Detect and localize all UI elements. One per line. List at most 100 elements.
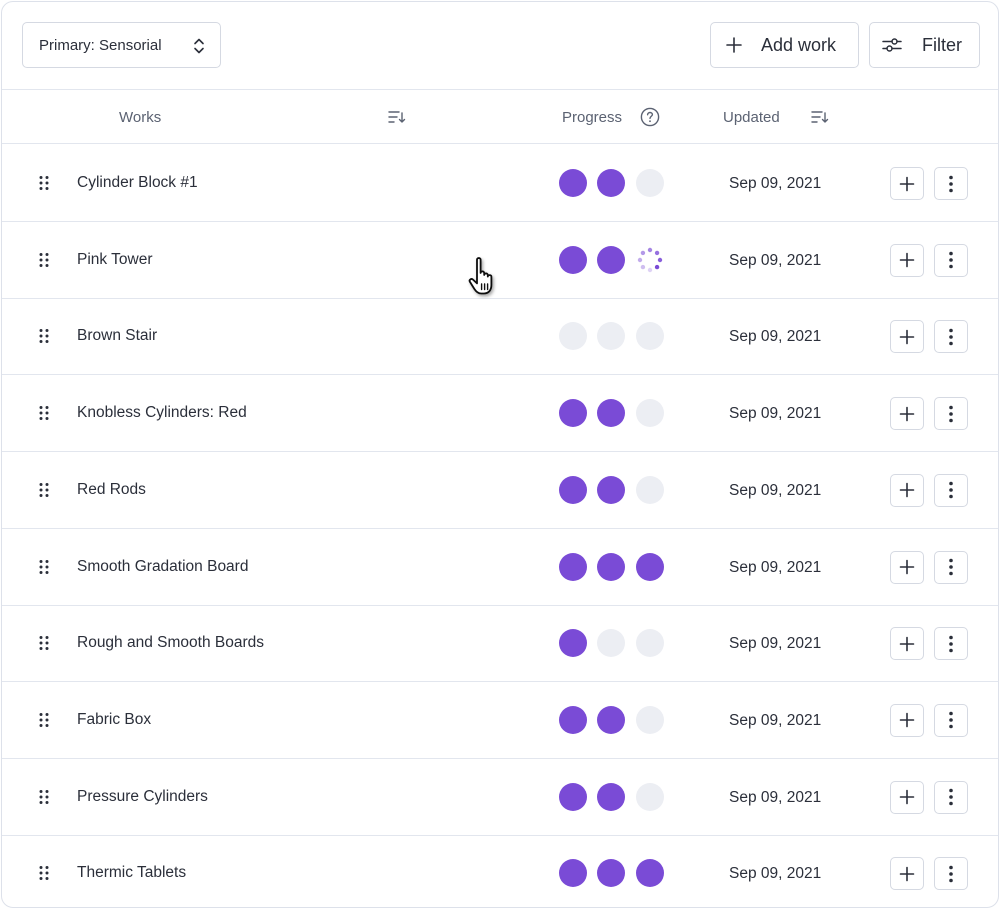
progress-step-complete[interactable] [597, 782, 625, 811]
work-name[interactable]: Rough and Smooth Boards [77, 634, 264, 652]
progress-step-complete[interactable] [559, 475, 587, 504]
plus-icon [899, 636, 915, 651]
work-name[interactable]: Red Rods [77, 480, 146, 498]
add-entry-button[interactable] [890, 550, 924, 584]
drag-handle-icon[interactable] [38, 559, 50, 575]
drag-handle-icon[interactable] [38, 789, 50, 805]
more-options-button[interactable] [934, 627, 968, 661]
add-entry-button[interactable] [890, 473, 924, 507]
table-row[interactable]: Rough and Smooth Boards Sep 09, 2021 [2, 605, 998, 683]
progress-step-empty[interactable] [636, 399, 664, 428]
progress-step-complete[interactable] [559, 552, 587, 581]
add-entry-button[interactable] [890, 857, 924, 891]
work-name[interactable]: Cylinder Block #1 [77, 174, 198, 191]
question-circle-icon[interactable] [640, 107, 660, 127]
more-options-button[interactable] [934, 243, 968, 277]
table-row[interactable]: Thermic Tablets Sep 09, 2021 [2, 835, 998, 907]
progress-step-empty[interactable] [597, 322, 625, 351]
drag-handle-icon[interactable] [38, 865, 50, 881]
drag-handle-icon[interactable] [38, 405, 50, 421]
add-entry-button[interactable] [890, 780, 924, 814]
drag-handle-icon[interactable] [38, 328, 50, 344]
sort-descending-icon[interactable] [811, 109, 829, 125]
work-name[interactable]: Thermic Tablets [77, 864, 187, 882]
table-row[interactable]: Pressure Cylinders Sep 09, 2021 [2, 759, 998, 836]
add-entry-button[interactable] [890, 627, 924, 661]
column-header-works[interactable]: Works [119, 109, 162, 126]
filter-button[interactable]: Filter [869, 22, 980, 68]
add-work-button[interactable]: Add work [710, 22, 859, 68]
more-vertical-icon [949, 328, 953, 346]
drag-handle-icon[interactable] [38, 252, 50, 268]
work-name[interactable]: Brown Stair [77, 327, 158, 345]
level-select[interactable]: Primary: Sensorial [22, 22, 221, 68]
progress-step-complete[interactable] [597, 475, 625, 504]
add-entry-button[interactable] [890, 167, 924, 200]
progress-step-empty[interactable] [636, 169, 664, 197]
table-row[interactable]: Knobless Cylinders: Red Sep 09, 2021 [2, 375, 998, 453]
progress-step-complete[interactable] [559, 705, 587, 734]
drag-handle-icon[interactable] [38, 175, 50, 191]
work-name[interactable]: Fabric Box [77, 710, 152, 728]
more-options-button[interactable] [934, 320, 968, 354]
more-options-button[interactable] [934, 703, 968, 737]
progress-step-complete[interactable] [559, 782, 587, 811]
table-row[interactable]: Smooth Gradation Board Sep 09, 2021 [2, 529, 998, 606]
table-row[interactable]: Brown Stair Sep 09, 2021 [2, 298, 998, 376]
plus-icon [899, 252, 915, 268]
table-row[interactable]: Cylinder Block #1 Sep 09, 2021 [2, 145, 998, 222]
more-options-button[interactable] [934, 780, 968, 814]
progress-step-complete[interactable] [597, 245, 625, 274]
add-entry-button[interactable] [890, 397, 924, 431]
progress-step-empty[interactable] [559, 322, 587, 351]
more-options-button[interactable] [934, 550, 968, 584]
column-header-updated[interactable]: Updated [723, 109, 780, 126]
add-work-label: Add work [761, 34, 837, 55]
progress-step-empty[interactable] [597, 629, 625, 658]
progress-step-complete[interactable] [559, 169, 587, 197]
plus-icon [899, 329, 915, 345]
progress-step-empty[interactable] [636, 629, 664, 658]
table-row[interactable]: Pink Tower Sep 09, 2021 [2, 222, 998, 299]
more-options-button[interactable] [934, 857, 968, 891]
progress-step-empty[interactable] [636, 782, 664, 811]
drag-handle-icon[interactable] [38, 712, 50, 728]
progress-step-empty[interactable] [636, 322, 664, 351]
drag-handle-icon[interactable] [38, 635, 50, 651]
progress-step-complete[interactable] [597, 859, 625, 888]
sort-descending-icon[interactable] [388, 109, 406, 125]
work-name[interactable]: Pink Tower [77, 250, 153, 268]
more-options-button[interactable] [934, 397, 968, 431]
progress-step-empty[interactable] [636, 475, 664, 504]
filter-label: Filter [922, 34, 962, 55]
drag-handle-icon[interactable] [38, 482, 50, 498]
more-options-button[interactable] [934, 473, 968, 507]
more-vertical-icon [949, 175, 953, 192]
work-name[interactable]: Smooth Gradation Board [77, 557, 249, 575]
work-name[interactable]: Pressure Cylinders [77, 787, 208, 805]
progress-step-complete[interactable] [559, 629, 587, 658]
add-entry-button[interactable] [890, 703, 924, 737]
progress-step-complete[interactable] [636, 859, 664, 888]
progress-step-complete[interactable] [597, 169, 625, 197]
progress-step-complete[interactable] [559, 245, 587, 274]
add-entry-button[interactable] [890, 320, 924, 354]
more-vertical-icon [949, 251, 953, 269]
more-options-button[interactable] [934, 167, 968, 200]
more-vertical-icon [949, 558, 953, 576]
progress-step-complete[interactable] [597, 705, 625, 734]
add-entry-button[interactable] [890, 243, 924, 277]
progress-step-empty[interactable] [636, 705, 664, 734]
progress-step-complete[interactable] [597, 552, 625, 581]
progress-step-complete[interactable] [597, 399, 625, 428]
work-name[interactable]: Knobless Cylinders: Red [77, 404, 247, 422]
progress-step-complete[interactable] [559, 859, 587, 888]
table-row[interactable]: Fabric Box Sep 09, 2021 [2, 682, 998, 759]
progress-step-complete[interactable] [636, 552, 664, 581]
progress-step-loading[interactable] [636, 246, 664, 274]
table-row[interactable]: Red Rods Sep 09, 2021 [2, 452, 998, 529]
updated-date: Sep 09, 2021 [729, 788, 822, 806]
progress-step-complete[interactable] [559, 399, 587, 428]
plus-icon [899, 559, 915, 575]
